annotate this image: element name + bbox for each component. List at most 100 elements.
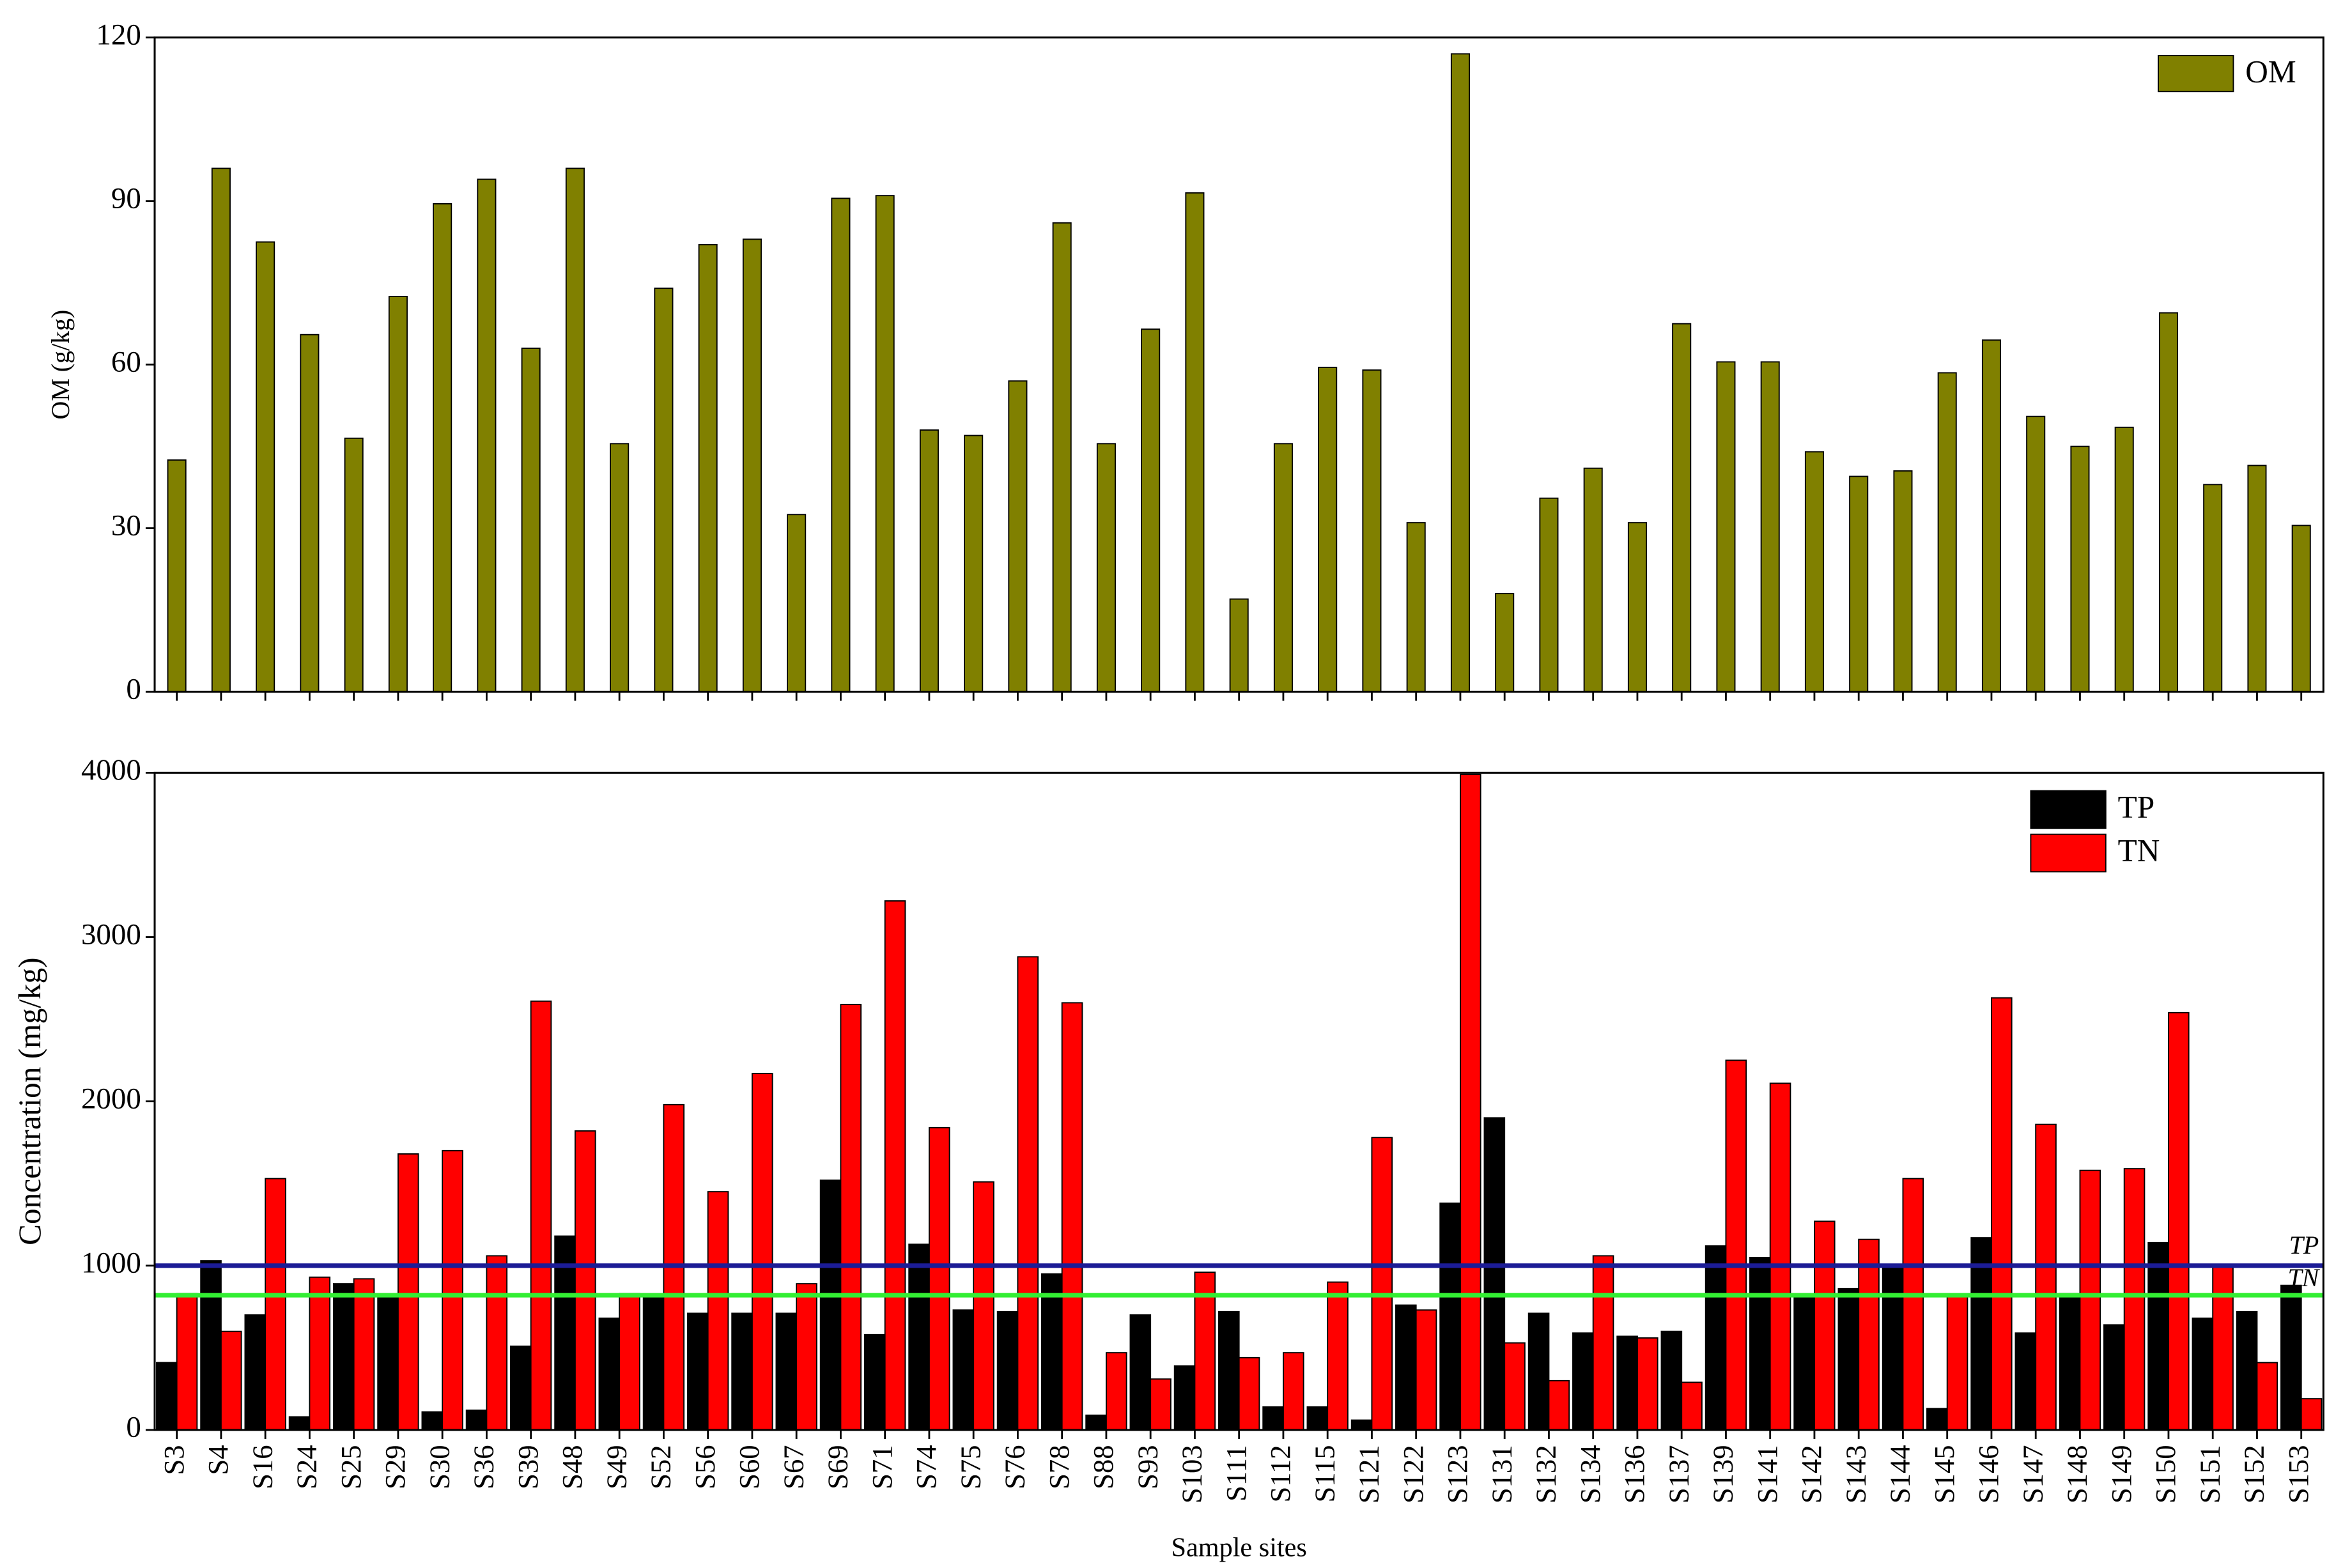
- bar: [1804, 451, 1824, 693]
- x-tick-label: S29: [379, 1445, 411, 1489]
- bar: [707, 1191, 729, 1431]
- bar: [1882, 1264, 1904, 1431]
- bar: [2256, 1362, 2278, 1431]
- bar: [1282, 1352, 1304, 1431]
- bar: [265, 1178, 286, 1431]
- bar: [300, 334, 320, 693]
- legend-label: OM: [2245, 54, 2296, 89]
- bar: [1705, 1245, 1727, 1431]
- bar: [176, 1293, 198, 1431]
- x-tick-label: S123: [1441, 1445, 1473, 1503]
- bar: [1902, 1178, 1924, 1431]
- x-tick-label: S132: [1530, 1445, 1562, 1503]
- bar: [2280, 1284, 2302, 1431]
- x-tick-label: S76: [999, 1445, 1031, 1489]
- x-tick-label: S146: [1972, 1445, 2004, 1503]
- x-tick-label: S78: [1043, 1445, 1075, 1489]
- y-tick-label: 90: [111, 181, 141, 215]
- bar: [1981, 339, 2001, 693]
- x-tick-label: S136: [1618, 1445, 1650, 1503]
- x-tick-label: S147: [2016, 1445, 2048, 1503]
- bar: [1229, 598, 1249, 693]
- bar: [1362, 369, 1382, 693]
- bar: [742, 238, 762, 693]
- bar: [819, 1180, 842, 1431]
- x-tick-label: S67: [777, 1445, 809, 1489]
- legend-label: TN: [2118, 833, 2160, 868]
- x-tick-label: S144: [1884, 1445, 1916, 1503]
- bar: [619, 1293, 640, 1431]
- x-tick-label: S75: [954, 1445, 986, 1489]
- bar: [642, 1296, 665, 1431]
- x-tick-label: S112: [1264, 1445, 1296, 1502]
- x-tick-label: S60: [733, 1445, 765, 1489]
- bar: [1238, 1357, 1260, 1431]
- x-tick-label: S30: [423, 1445, 455, 1489]
- bar: [1185, 192, 1205, 693]
- x-tick-label: S3: [158, 1445, 190, 1475]
- bar: [465, 1410, 488, 1431]
- bar: [1716, 361, 1736, 693]
- bar: [1858, 1238, 1880, 1431]
- bar: [1504, 1342, 1526, 1431]
- x-tick-label: S111: [1220, 1445, 1252, 1501]
- bar: [1681, 1381, 1703, 1431]
- x-tick-label: S93: [1131, 1445, 1163, 1489]
- bar: [2070, 445, 2090, 693]
- bar: [256, 241, 275, 693]
- x-tick-label: S142: [1795, 1445, 1827, 1503]
- bar: [1837, 1287, 1860, 1431]
- bar: [1527, 1312, 1550, 1431]
- bar: [1760, 361, 1780, 693]
- bar: [731, 1312, 753, 1431]
- bar: [654, 288, 674, 693]
- bar: [1318, 366, 1338, 693]
- bar: [2014, 1332, 2037, 1431]
- bar: [2300, 1398, 2323, 1431]
- bar: [775, 1312, 798, 1431]
- bar: [1793, 1295, 1815, 1431]
- plot-frame: [153, 36, 2324, 693]
- bar: [1946, 1295, 1968, 1431]
- bar: [486, 1255, 508, 1431]
- bar: [908, 1243, 930, 1431]
- bar: [167, 459, 187, 693]
- bar: [477, 178, 497, 693]
- x-tick-label: S39: [512, 1445, 544, 1489]
- bar: [973, 1181, 994, 1431]
- bar: [1061, 1002, 1083, 1431]
- reference-label: TP: [2289, 1231, 2319, 1259]
- bar: [344, 437, 364, 693]
- x-tick-label: S24: [291, 1445, 323, 1489]
- bar: [388, 296, 408, 693]
- bar: [1450, 53, 1470, 693]
- bar: [1495, 593, 1515, 693]
- bar: [1262, 1406, 1284, 1431]
- bar: [1173, 1365, 1196, 1431]
- bar: [2026, 415, 2046, 693]
- bar: [1008, 380, 1028, 693]
- bar: [996, 1311, 1019, 1431]
- bar: [2114, 426, 2134, 693]
- bar: [1129, 1314, 1152, 1431]
- bar: [1439, 1203, 1461, 1431]
- bar: [2059, 1293, 2081, 1431]
- bar: [598, 1318, 621, 1431]
- x-tick-label: S36: [468, 1445, 500, 1489]
- bar: [1141, 328, 1161, 693]
- bar: [1592, 1255, 1614, 1431]
- x-tick-label: S137: [1662, 1445, 1694, 1503]
- bar: [2236, 1311, 2258, 1431]
- bar: [1406, 522, 1426, 693]
- x-tick-label: S71: [866, 1445, 898, 1489]
- bar: [2192, 1318, 2214, 1431]
- x-tick-label: S16: [246, 1445, 278, 1489]
- x-tick-label: S48: [556, 1445, 588, 1489]
- bar: [309, 1276, 331, 1431]
- x-tick-label: S134: [1574, 1445, 1606, 1503]
- bar: [244, 1314, 267, 1431]
- bar: [1616, 1335, 1638, 1431]
- bar: [530, 1000, 552, 1431]
- x-tick-label: S131: [1485, 1445, 1517, 1503]
